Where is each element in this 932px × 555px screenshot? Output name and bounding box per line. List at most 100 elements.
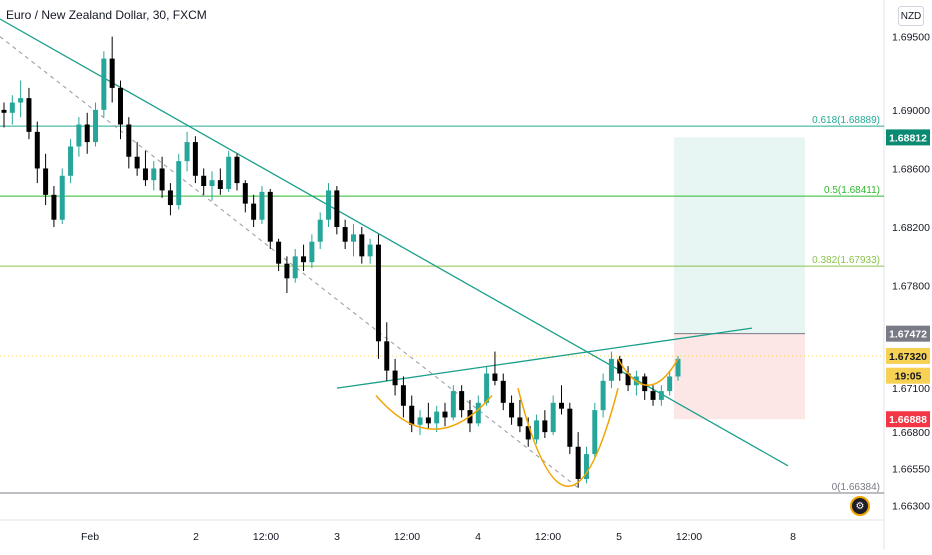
candle-body bbox=[525, 426, 531, 440]
price-label-bg bbox=[886, 347, 930, 364]
candle-body bbox=[625, 373, 631, 386]
candle-body bbox=[18, 98, 24, 103]
candle-body bbox=[259, 191, 265, 220]
gear-icon[interactable]: ⚙ bbox=[850, 496, 870, 516]
left-shoulder-arc bbox=[375, 395, 493, 430]
chart-title: Euro / New Zealand Dollar, 30, FXCM bbox=[6, 8, 207, 22]
candle-body bbox=[167, 190, 173, 206]
candle-body bbox=[134, 156, 140, 169]
price-label: 1.67472 bbox=[889, 329, 927, 341]
fib-label: 0(1.66384) bbox=[832, 482, 880, 493]
candle-body bbox=[292, 256, 298, 279]
candle-body bbox=[542, 420, 548, 433]
candle-body bbox=[151, 168, 157, 181]
neckline bbox=[336, 327, 753, 389]
candle-body bbox=[400, 385, 406, 406]
candle-body bbox=[51, 194, 57, 220]
x-tick-label: Feb bbox=[81, 531, 99, 543]
price-label-bg bbox=[886, 411, 930, 428]
price-label-bg bbox=[886, 367, 930, 384]
candle-body bbox=[68, 146, 74, 176]
candle-body bbox=[442, 411, 448, 418]
candle-body bbox=[326, 190, 332, 220]
take-profit-zone bbox=[674, 137, 805, 334]
currency-button[interactable]: NZD bbox=[898, 6, 924, 26]
candle-body bbox=[375, 244, 381, 342]
y-tick-label: 1.66300 bbox=[892, 500, 930, 512]
y-tick-label: 1.66800 bbox=[892, 427, 930, 439]
candle-body bbox=[317, 219, 323, 242]
candle-body bbox=[76, 124, 82, 147]
stop-loss-zone bbox=[674, 333, 805, 420]
x-tick-label: 12:00 bbox=[394, 531, 420, 543]
candle-body bbox=[475, 402, 481, 424]
candle-body bbox=[359, 234, 365, 257]
candle-body bbox=[276, 241, 282, 264]
candle-body bbox=[484, 373, 490, 403]
candle-body bbox=[583, 454, 589, 479]
y-tick-label: 1.68200 bbox=[892, 222, 930, 234]
candle-body bbox=[567, 408, 573, 447]
candle-body bbox=[517, 417, 523, 427]
x-tick-label: 3 bbox=[334, 531, 340, 543]
candle-body bbox=[201, 175, 207, 187]
candle-body bbox=[176, 161, 182, 206]
candle-body bbox=[617, 358, 623, 374]
candle-body bbox=[417, 417, 423, 425]
candle-body bbox=[500, 380, 506, 403]
candle-body bbox=[575, 446, 581, 479]
candle-body bbox=[26, 98, 32, 132]
x-tick-label: 2 bbox=[193, 531, 199, 543]
price-label: 1.67320 bbox=[889, 351, 927, 363]
candle-body bbox=[217, 180, 223, 189]
candle-body bbox=[409, 405, 415, 425]
candle-body bbox=[658, 391, 664, 400]
candle-body bbox=[34, 131, 40, 169]
candle-body bbox=[267, 191, 273, 242]
candle-body bbox=[509, 402, 515, 418]
fib-label: 0.5(1.68411) bbox=[824, 185, 880, 196]
candle-body bbox=[284, 263, 290, 279]
candle-body bbox=[234, 156, 240, 184]
candle-body bbox=[384, 341, 390, 371]
candle-body bbox=[209, 180, 215, 187]
candle-body bbox=[1, 109, 7, 113]
right-shoulder-arc bbox=[617, 358, 679, 386]
candle-body bbox=[450, 391, 456, 418]
candle-body bbox=[367, 244, 373, 257]
candle-body bbox=[434, 411, 440, 424]
candle-body bbox=[350, 234, 356, 242]
candle-body bbox=[101, 58, 107, 110]
candle-body bbox=[84, 124, 90, 143]
y-tick-label: 1.66550 bbox=[892, 464, 930, 476]
x-tick-label: 5 bbox=[616, 531, 622, 543]
y-tick-label: 1.67100 bbox=[892, 383, 930, 395]
candle-body bbox=[592, 410, 598, 455]
candle-body bbox=[608, 358, 614, 381]
y-tick-label: 1.68600 bbox=[892, 163, 930, 175]
candle-body bbox=[492, 373, 498, 381]
candle-body bbox=[459, 391, 465, 411]
candle-body bbox=[550, 402, 556, 433]
candle-body bbox=[59, 175, 65, 220]
candle-body bbox=[667, 376, 673, 392]
candle-body bbox=[342, 227, 348, 242]
fib-label: 0.382(1.67933) bbox=[812, 255, 880, 266]
candle-body bbox=[184, 142, 190, 162]
candle-body bbox=[251, 203, 257, 220]
downtrend-line bbox=[0, 18, 789, 467]
candle-body bbox=[192, 142, 198, 176]
price-label: 1.68812 bbox=[889, 132, 927, 144]
candle-body bbox=[93, 109, 99, 143]
candle-body bbox=[392, 370, 398, 386]
y-tick-label: 1.69000 bbox=[892, 105, 930, 117]
candle-body bbox=[301, 256, 307, 263]
fib-label: 0.618(1.68889) bbox=[812, 115, 880, 126]
x-tick-label: 4 bbox=[475, 531, 481, 543]
price-label: 1.66888 bbox=[889, 414, 927, 426]
candle-body bbox=[109, 58, 115, 88]
candle-body bbox=[309, 241, 315, 263]
candle-body bbox=[675, 358, 681, 377]
